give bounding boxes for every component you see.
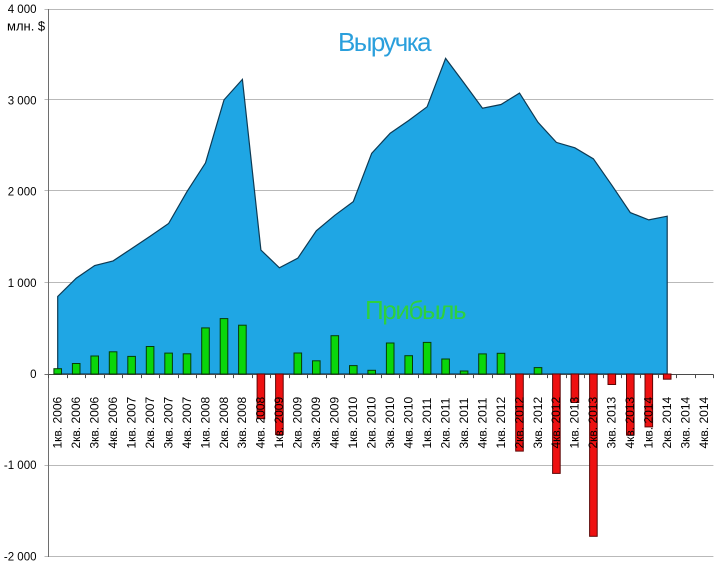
svg-text:2кв. 2010: 2кв. 2010	[365, 397, 379, 449]
svg-text:1кв. 2014: 1кв. 2014	[642, 397, 656, 449]
svg-text:3кв. 2014: 3кв. 2014	[679, 397, 693, 449]
svg-text:1кв. 2013: 1кв. 2013	[568, 397, 582, 449]
svg-text:2кв. 2009: 2кв. 2009	[291, 397, 305, 449]
svg-text:4 000: 4 000	[8, 4, 37, 16]
svg-text:4кв. 2007: 4кв. 2007	[180, 397, 194, 449]
svg-text:Прибыль: Прибыль	[365, 295, 466, 325]
svg-text:1кв. 2009: 1кв. 2009	[272, 397, 286, 449]
svg-text:4кв. 2012: 4кв. 2012	[549, 397, 563, 449]
svg-text:4кв. 2006: 4кв. 2006	[106, 397, 120, 449]
svg-text:3кв. 2008: 3кв. 2008	[235, 397, 249, 449]
svg-text:4кв. 2010: 4кв. 2010	[402, 397, 416, 449]
svg-text:2кв. 2011: 2кв. 2011	[438, 397, 452, 448]
svg-text:млн. $: млн. $	[7, 19, 46, 34]
svg-text:3кв. 2010: 3кв. 2010	[383, 397, 397, 449]
svg-text:4кв. 2014: 4кв. 2014	[697, 397, 711, 449]
svg-text:1кв. 2008: 1кв. 2008	[198, 397, 212, 449]
svg-text:3 000: 3 000	[8, 95, 37, 107]
svg-text:2кв. 2008: 2кв. 2008	[217, 397, 231, 449]
svg-text:4кв. 2009: 4кв. 2009	[328, 397, 342, 449]
svg-text:2кв. 2013: 2кв. 2013	[586, 397, 600, 449]
svg-text:-1 000: -1 000	[4, 460, 37, 472]
svg-text:4кв. 2008: 4кв. 2008	[254, 397, 268, 449]
svg-text:3кв. 2011: 3кв. 2011	[457, 397, 471, 448]
svg-text:1кв. 2011: 1кв. 2011	[420, 397, 434, 448]
svg-text:1кв. 2006: 1кв. 2006	[51, 397, 65, 449]
svg-text:2кв. 2014: 2кв. 2014	[660, 397, 674, 449]
svg-text:Выручка: Выручка	[338, 27, 432, 57]
svg-text:3кв. 2009: 3кв. 2009	[309, 397, 323, 449]
svg-text:2 000: 2 000	[8, 187, 37, 199]
svg-text:1кв. 2010: 1кв. 2010	[346, 397, 360, 449]
svg-text:2кв. 2007: 2кв. 2007	[143, 397, 157, 449]
svg-text:-2 000: -2 000	[4, 551, 37, 563]
svg-text:1кв. 2007: 1кв. 2007	[124, 397, 138, 449]
svg-text:4кв. 2013: 4кв. 2013	[623, 397, 637, 449]
svg-text:3кв. 2013: 3кв. 2013	[605, 397, 619, 449]
svg-text:1кв. 2012: 1кв. 2012	[494, 397, 508, 449]
svg-text:3кв. 2007: 3кв. 2007	[161, 397, 175, 449]
svg-text:2кв. 2012: 2кв. 2012	[512, 397, 526, 449]
svg-text:4кв. 2011: 4кв. 2011	[475, 397, 489, 448]
svg-text:2кв. 2006: 2кв. 2006	[69, 397, 83, 449]
svg-text:3кв. 2012: 3кв. 2012	[531, 397, 545, 449]
svg-text:1 000: 1 000	[8, 278, 37, 290]
svg-text:3кв. 2006: 3кв. 2006	[88, 397, 102, 449]
svg-text:0: 0	[30, 369, 36, 381]
